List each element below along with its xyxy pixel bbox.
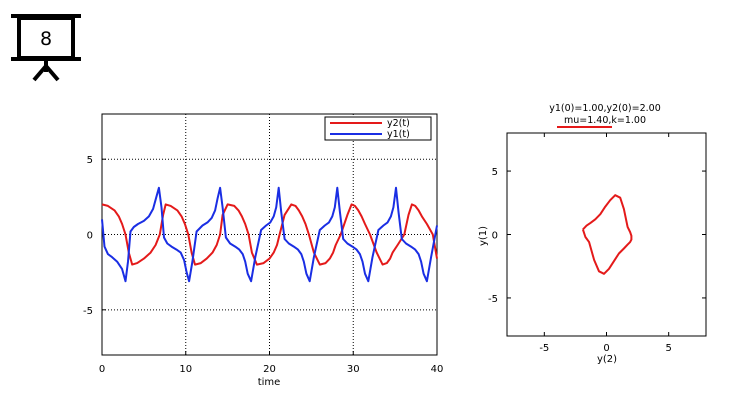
time-series-x-axis-label: time [258, 377, 281, 388]
y-tick-label: 0 [87, 231, 93, 242]
legend-box [324, 116, 432, 141]
time-series-tick-marks [101, 158, 438, 355]
slide-number: 8 [40, 28, 52, 50]
x-tick-label: -5 [539, 343, 549, 354]
phase-portrait-subtitle: mu=1.40,k=1.00 [564, 115, 646, 126]
time-series-grid [102, 114, 437, 355]
trajectory-line [581, 194, 633, 275]
time-series-legend: y2(t) y1(t) [324, 116, 432, 141]
y-tick-label: 5 [492, 167, 498, 178]
series-line-y1t [101, 186, 438, 283]
time-series-chart: 0 10 20 30 40 -5 0 5 time y2(t) y1(t) [83, 113, 444, 388]
y-tick-label: 0 [492, 231, 498, 242]
phase-portrait-plot-area [506, 132, 707, 337]
x-tick-label: 0 [99, 364, 105, 375]
x-tick-label: 10 [179, 364, 192, 375]
x-tick-label: 5 [666, 343, 672, 354]
stand-right-leg [44, 64, 60, 82]
stand-left-leg [32, 64, 48, 82]
phase-portrait-tick-marks [507, 133, 706, 336]
phase-portrait-title: y1(0)=1.00,y2(0)=2.00 [549, 103, 661, 114]
phase-portrait-trajectory [581, 194, 633, 275]
x-tick-label: 30 [347, 364, 360, 375]
x-tick-label: 0 [603, 343, 609, 354]
time-series-lines [101, 186, 438, 283]
x-tick-label: 20 [263, 364, 276, 375]
phase-portrait-x-axis-label: y(2) [597, 354, 617, 365]
legend-label-y1: y1(t) [387, 129, 410, 140]
y-tick-label: -5 [83, 306, 93, 317]
phase-portrait-y-axis-label: y(1) [478, 226, 489, 246]
projector-screen-icon: 8 [11, 14, 81, 82]
y-tick-label: 5 [87, 155, 93, 166]
time-series-y-tick-labels: -5 0 5 [83, 155, 93, 317]
phase-portrait-chart: y1(0)=1.00,y2(0)=2.00 mu=1.40,k=1.00 -5 0… [478, 103, 707, 365]
x-tick-label: 40 [431, 364, 444, 375]
phase-portrait-x-tick-labels: -5 0 5 [539, 343, 672, 354]
legend-label-y2: y2(t) [387, 118, 410, 129]
phase-portrait-y-tick-labels: -5 0 5 [488, 167, 498, 305]
y-tick-label: -5 [488, 294, 498, 305]
time-series-x-tick-labels: 0 10 20 30 40 [99, 364, 444, 375]
